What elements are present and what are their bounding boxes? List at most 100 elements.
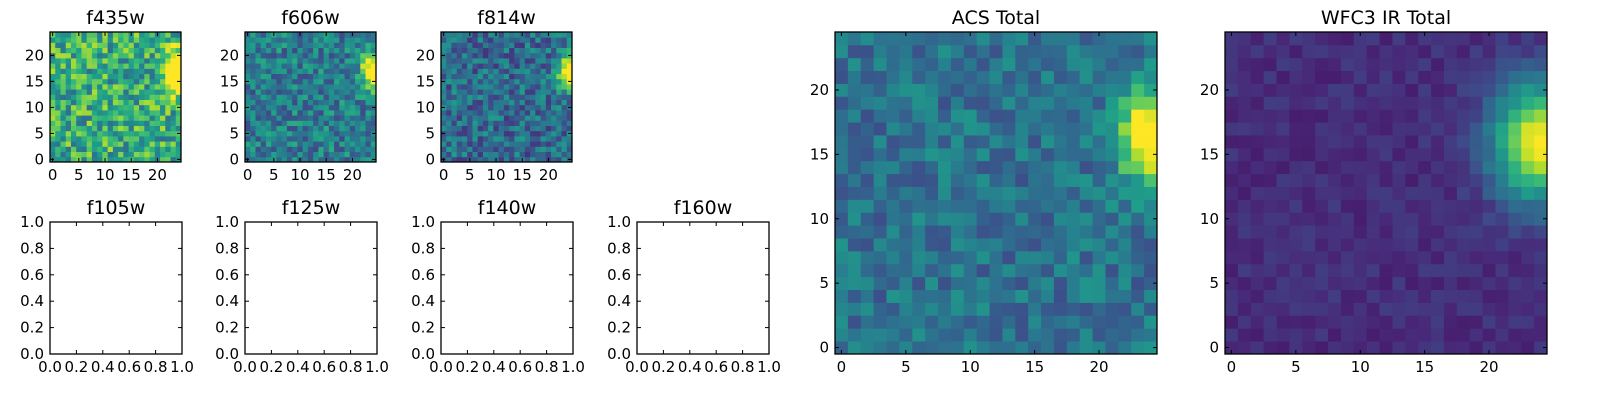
- heatmap-cell: [97, 130, 103, 137]
- heatmap-cell: [472, 136, 479, 142]
- y-tick-label: 20: [1200, 81, 1219, 99]
- heatmap-cell: [313, 89, 319, 95]
- heatmap-cell: [1237, 302, 1252, 316]
- heatmap-cell: [835, 276, 849, 290]
- heatmap-cell: [276, 42, 283, 48]
- heatmap-cell: [118, 120, 124, 126]
- heatmap-cell: [540, 125, 547, 132]
- heatmap-cell: [873, 186, 887, 200]
- heatmap-cell: [250, 32, 256, 38]
- heatmap-cell: [76, 58, 82, 64]
- heatmap-cell: [292, 32, 298, 38]
- heatmap-cell: [1431, 70, 1445, 84]
- heatmap-cell: [1092, 83, 1106, 97]
- heatmap-cell: [133, 52, 140, 59]
- heatmap-cell: [165, 89, 171, 95]
- heatmap-cell: [1521, 341, 1535, 355]
- heatmap-cell: [1144, 199, 1158, 213]
- x-tick-label: 20: [148, 166, 167, 184]
- heatmap-cell: [472, 68, 479, 74]
- heatmap-cell: [519, 78, 526, 85]
- heatmap-cell: [1456, 186, 1471, 200]
- heatmap-cell: [1092, 328, 1106, 342]
- y-tick-label: 10: [220, 98, 239, 116]
- heatmap-cell: [1263, 238, 1277, 252]
- heatmap-cell: [1225, 173, 1239, 187]
- y-tick-label: 0.8: [215, 239, 239, 257]
- heatmap-cell: [860, 96, 875, 110]
- heatmap-cell: [365, 156, 372, 163]
- heatmap-cell: [286, 94, 293, 100]
- heatmap-cell: [97, 84, 103, 90]
- heatmap-cell: [339, 151, 345, 158]
- heatmap-cell: [524, 141, 531, 147]
- heatmap-cell: [556, 84, 562, 90]
- heatmap-cell: [535, 63, 541, 69]
- heatmap-cell: [355, 73, 361, 80]
- heatmap-cell: [1328, 32, 1342, 46]
- heatmap-cell: [1392, 160, 1406, 175]
- heatmap-cell: [365, 89, 372, 95]
- heatmap-cell: [165, 151, 171, 158]
- heatmap-cell: [1508, 44, 1522, 59]
- heatmap-cell: [963, 186, 978, 200]
- heatmap-cell: [456, 151, 463, 158]
- heatmap-cell: [70, 58, 77, 64]
- heatmap-cell: [488, 146, 494, 152]
- heatmap-cell: [286, 84, 293, 90]
- heatmap-cell: [566, 89, 573, 95]
- heatmap-cell: [963, 173, 978, 187]
- heatmap-cell: [950, 147, 965, 162]
- heatmap-cell: [1508, 135, 1522, 149]
- heatmap-cell: [1028, 96, 1042, 110]
- heatmap-cell: [1250, 135, 1265, 149]
- heatmap-cell: [1066, 173, 1081, 187]
- heatmap-cell: [1276, 341, 1290, 355]
- heatmap-cell: [1366, 328, 1380, 342]
- heatmap-cell: [1379, 186, 1393, 200]
- heatmap-cell: [886, 186, 900, 200]
- heatmap-cell: [1237, 147, 1252, 162]
- heatmap-cell: [313, 47, 319, 54]
- heatmap-cell: [545, 73, 552, 80]
- heatmap-cell: [271, 104, 277, 111]
- heatmap-cell: [1340, 212, 1355, 226]
- heatmap-cell: [1225, 57, 1239, 72]
- heatmap-cell: [1469, 250, 1483, 265]
- heatmap-cell: [1118, 315, 1132, 329]
- heatmap-cell: [318, 130, 324, 137]
- heatmap-cell: [118, 110, 124, 116]
- heatmap-cell: [50, 73, 56, 80]
- heatmap-cell: [1405, 135, 1419, 149]
- heatmap-cell: [260, 84, 267, 90]
- heatmap-cell: [451, 141, 458, 147]
- heatmap-cell: [1469, 70, 1483, 84]
- heatmap-cell: [1041, 238, 1055, 252]
- heatmap-cell: [938, 135, 952, 149]
- heatmap-cell: [81, 32, 88, 38]
- heatmap-cell: [349, 37, 356, 43]
- heatmap-cell: [1340, 83, 1355, 97]
- heatmap-cell: [1469, 289, 1483, 303]
- heatmap-cell: [540, 63, 547, 69]
- heatmap-cell: [1002, 96, 1016, 110]
- heatmap-cell: [1456, 276, 1471, 290]
- heatmap-cell: [165, 120, 171, 126]
- heatmap-cell: [1353, 238, 1368, 252]
- heatmap-cell: [154, 37, 161, 43]
- heatmap-cell: [297, 84, 304, 90]
- heatmap-cell: [467, 52, 473, 59]
- heatmap-cell: [1534, 70, 1548, 84]
- heatmap-cell: [467, 146, 473, 152]
- heatmap-cell: [170, 37, 177, 43]
- heatmap-cell: [1495, 263, 1509, 278]
- heatmap-cell: [509, 115, 515, 121]
- heatmap-cell: [245, 42, 251, 48]
- heatmap-cell: [451, 110, 458, 116]
- heatmap-cell: [467, 58, 473, 64]
- heatmap-cell: [1079, 341, 1093, 355]
- heatmap-cell: [297, 99, 304, 106]
- heatmap-cell: [1431, 263, 1445, 278]
- heatmap-cell: [498, 141, 505, 147]
- heatmap-cell: [950, 302, 965, 316]
